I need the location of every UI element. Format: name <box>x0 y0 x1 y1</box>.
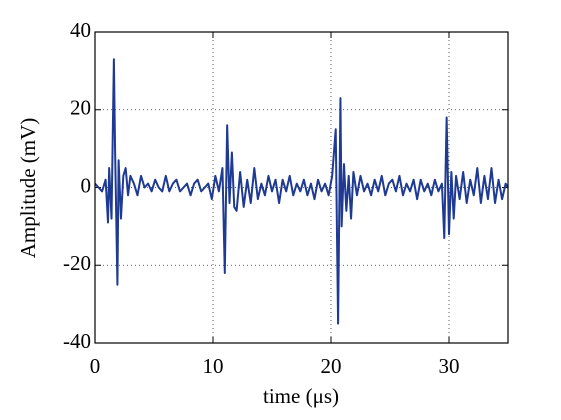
y-axis-label: Amplitude (mV) <box>16 118 40 259</box>
y-tick-label: 40 <box>70 18 91 42</box>
y-tick-label: -40 <box>63 329 91 353</box>
x-tick-label: 0 <box>90 354 101 378</box>
x-tick-label: 30 <box>439 354 460 378</box>
y-tick-label: 20 <box>70 96 91 120</box>
y-tick-label: 0 <box>81 173 92 197</box>
x-tick-label: 10 <box>203 354 224 378</box>
data-line <box>94 58 509 325</box>
x-tick-label: 20 <box>321 354 342 378</box>
x-axis-label: time (μs) <box>263 384 339 408</box>
plot-frame <box>94 31 509 344</box>
y-tick-label: -20 <box>63 251 91 275</box>
